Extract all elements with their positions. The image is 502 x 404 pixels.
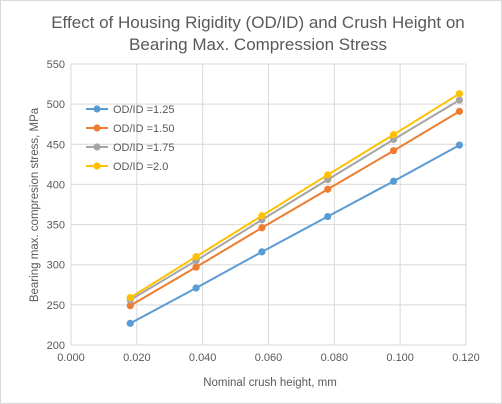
series-layer (126, 90, 464, 327)
x-tick-label: 0.120 (452, 352, 480, 364)
data-point (192, 253, 200, 261)
series-group (126, 107, 464, 310)
series-line (129, 92, 460, 299)
gridlines (70, 63, 467, 346)
legend-label: OD/ID =1.75 (113, 142, 174, 154)
chart-title-line-2: Bearing Max. Compression Stress (129, 35, 387, 54)
x-tick-label: 0.060 (255, 352, 283, 364)
data-point (389, 177, 398, 185)
legend-marker (93, 143, 101, 151)
data-point (455, 107, 464, 115)
legend: OD/ID =1.25 OD/ID =1.50 OD/ID =1.75 OD/ID =… (86, 104, 174, 173)
series-group (126, 141, 464, 327)
data-point (324, 171, 332, 179)
x-axis-title: Nominal crush height, mm (203, 377, 337, 389)
legend-marker (93, 162, 101, 170)
x-tick-label: 0.080 (321, 352, 349, 364)
data-point (455, 90, 464, 98)
axis-ticks: 0.000 0.020 0.040 0.060 0.080 0.100 0.120 200 25… (47, 59, 480, 364)
legend-item: OD/ID =1.25 (86, 104, 174, 116)
y-tick-label: 250 (47, 300, 65, 312)
data-point (192, 284, 200, 292)
legend-marker (93, 124, 101, 132)
data-point (126, 302, 134, 310)
legend-item: OD/ID =1.75 (86, 142, 174, 154)
legend-item: OD/ID =2.0 (86, 161, 168, 173)
data-point (258, 212, 266, 220)
legend-item: OD/ID =1.50 (86, 123, 174, 135)
series-group (126, 90, 464, 302)
data-point (258, 248, 266, 256)
y-tick-label: 450 (47, 139, 65, 151)
data-point (389, 131, 398, 139)
series-group (126, 96, 464, 304)
data-point (324, 212, 332, 221)
series-line (129, 110, 460, 307)
x-tick-label: 0.100 (386, 352, 414, 364)
data-point (258, 224, 266, 232)
legend-label: OD/ID =1.25 (113, 104, 174, 116)
y-tick-label: 500 (47, 99, 65, 111)
y-tick-label: 550 (47, 59, 65, 71)
y-tick-label: 300 (47, 260, 65, 272)
series-line (129, 144, 460, 325)
data-point (192, 263, 200, 271)
data-point (389, 147, 398, 155)
y-tick-label: 400 (47, 179, 65, 191)
data-point (455, 96, 464, 104)
data-point (126, 294, 134, 302)
y-tick-label: 350 (47, 220, 65, 232)
legend-label: OD/ID =2.0 (113, 161, 168, 173)
x-tick-label: 0.020 (123, 352, 151, 364)
legend-label: OD/ID =1.50 (113, 123, 174, 135)
data-point (455, 141, 464, 149)
data-point (126, 319, 134, 327)
data-point (324, 185, 332, 193)
x-tick-label: 0.040 (189, 352, 217, 364)
y-axis-title: Bearing max. compresion stress, MPa (29, 107, 41, 302)
y-tick-label: 200 (47, 340, 65, 352)
legend-marker (93, 105, 101, 113)
series-line (129, 99, 460, 301)
x-tick-label: 0.000 (57, 352, 85, 364)
chart-title-line-1: Effect of Housing Rigidity (OD/ID) and C… (51, 13, 465, 32)
